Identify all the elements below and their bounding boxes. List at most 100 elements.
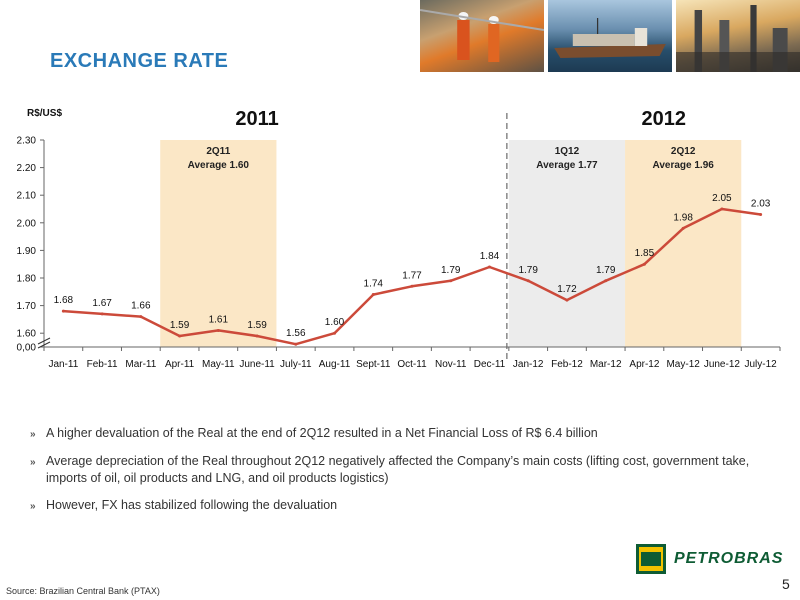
- bullet-marker-icon: »: [30, 457, 36, 468]
- data-point: [100, 312, 104, 316]
- data-point: [642, 262, 646, 266]
- x-tick-label: Feb-11: [87, 359, 118, 370]
- bullet-marker-icon: »: [30, 429, 36, 440]
- x-tick-label: Feb-12: [551, 359, 583, 370]
- x-tick-label: Jan-11: [48, 359, 78, 370]
- y-tick-label: 1.90: [17, 246, 37, 257]
- bullet-text: However, FX has stabilized following the…: [46, 498, 338, 512]
- x-tick-label: Apr-11: [165, 359, 195, 370]
- y-tick-label: 2.10: [17, 191, 37, 202]
- x-tick-label: Apr-12: [629, 359, 659, 370]
- bullet-item: » A higher devaluation of the Real at th…: [30, 425, 790, 443]
- x-tick-label: July-11: [280, 359, 312, 370]
- photo-oil-workers: [420, 0, 544, 72]
- highlight-band: [625, 140, 742, 347]
- bullet-item: » However, FX has stabilized following t…: [30, 497, 790, 515]
- data-label: 1.67: [92, 298, 112, 309]
- data-point: [449, 279, 453, 283]
- data-point: [759, 213, 763, 217]
- data-point: [487, 265, 491, 269]
- data-point: [255, 334, 259, 338]
- exchange-rate-chart: 2Q11 Average 1.60 1Q12 Average 1.77 2Q12 Aver…: [17, 108, 781, 370]
- data-point: [410, 284, 414, 288]
- data-label: 1.60: [325, 317, 345, 328]
- highlight-quarter-label: 2Q11: [206, 146, 230, 157]
- y-tick-label: 1.60: [17, 329, 37, 340]
- x-tick-label: Aug-11: [319, 359, 351, 370]
- bullet-text: Average depreciation of the Real through…: [46, 454, 750, 485]
- page-title: EXCHANGE RATE: [50, 50, 229, 72]
- data-label: 1.66: [131, 301, 151, 312]
- data-label: 1.74: [364, 279, 384, 290]
- x-tick-label: Oct-11: [397, 359, 427, 370]
- header-photo-strip: [420, 0, 800, 72]
- data-point: [526, 279, 530, 283]
- highlight-average-label: Average 1.77: [536, 160, 598, 171]
- x-tick-label: June-12: [704, 359, 741, 370]
- data-label: 1.68: [54, 295, 74, 306]
- data-point: [720, 207, 724, 211]
- axis-break-icon: [37, 341, 51, 349]
- data-label: 1.84: [480, 251, 500, 262]
- x-tick-label: June-11: [239, 359, 275, 370]
- y-tick-label: 1.80: [17, 274, 37, 285]
- highlight-band: [508, 140, 626, 347]
- x-tick-label: Nov-11: [435, 359, 467, 370]
- data-label: 1.56: [286, 328, 306, 339]
- data-label: 1.59: [170, 320, 190, 331]
- source-note: Source: Brazilian Central Bank (PTAX): [6, 586, 160, 596]
- data-label: 1.79: [441, 265, 461, 276]
- year-label: 2011: [235, 108, 278, 130]
- bullet-list: » A higher devaluation of the Real at th…: [30, 425, 790, 525]
- highlight-average-label: Average 1.60: [188, 160, 250, 171]
- highlight-quarter-label: 1Q12: [555, 146, 580, 157]
- br-logo-icon: [636, 544, 666, 574]
- y-tick-label: 2.00: [17, 218, 37, 229]
- bullet-item: » Average depreciation of the Real throu…: [30, 453, 790, 487]
- data-point: [681, 226, 685, 230]
- data-label: 1.98: [673, 212, 693, 223]
- data-point: [371, 293, 375, 297]
- data-label: 1.85: [635, 248, 655, 259]
- logo-wordmark: PETROBRAS: [674, 550, 784, 567]
- petrobras-logo: PETROBRAS: [636, 544, 783, 574]
- x-tick-label: Dec-11: [474, 359, 506, 370]
- x-tick-label: Jan-12: [513, 359, 544, 370]
- data-point: [216, 328, 220, 332]
- page-number: 5: [782, 576, 790, 592]
- y-tick-label: 0,00: [17, 343, 37, 354]
- photo-refinery: [676, 0, 800, 72]
- data-label: 2.03: [751, 199, 771, 210]
- data-label: 1.77: [402, 270, 422, 281]
- axis-break-icon: [37, 337, 51, 345]
- bullet-marker-icon: »: [30, 501, 36, 512]
- highlight-quarter-label: 2Q12: [671, 146, 696, 157]
- x-tick-label: May-11: [202, 359, 235, 370]
- y-tick-label: 2.20: [17, 163, 37, 174]
- data-label: 1.79: [596, 265, 616, 276]
- x-tick-label: Mar-12: [590, 359, 622, 370]
- data-point: [294, 342, 298, 346]
- year-label: 2012: [642, 108, 687, 130]
- highlight-average-label: Average 1.96: [652, 160, 714, 171]
- data-point: [333, 331, 337, 335]
- bullet-text: A higher devaluation of the Real at the …: [46, 426, 598, 440]
- x-tick-label: Mar-11: [125, 359, 156, 370]
- y-tick-label: 1.70: [17, 301, 37, 312]
- highlight-band: [160, 140, 277, 347]
- unit-label: R$/US$: [27, 108, 62, 119]
- data-label: 1.61: [209, 314, 229, 325]
- data-point: [604, 279, 608, 283]
- data-point: [565, 298, 569, 302]
- data-point: [178, 334, 182, 338]
- x-tick-label: July-12: [745, 359, 778, 370]
- y-tick-label: 2.30: [17, 136, 37, 147]
- data-label: 1.59: [247, 320, 267, 331]
- data-label: 1.79: [518, 265, 538, 276]
- x-tick-label: May-12: [666, 359, 700, 370]
- data-label: 1.72: [557, 284, 577, 295]
- data-point: [139, 315, 143, 319]
- data-point: [61, 309, 65, 313]
- data-label: 2.05: [712, 193, 732, 204]
- photo-fpso-ship: [548, 0, 672, 72]
